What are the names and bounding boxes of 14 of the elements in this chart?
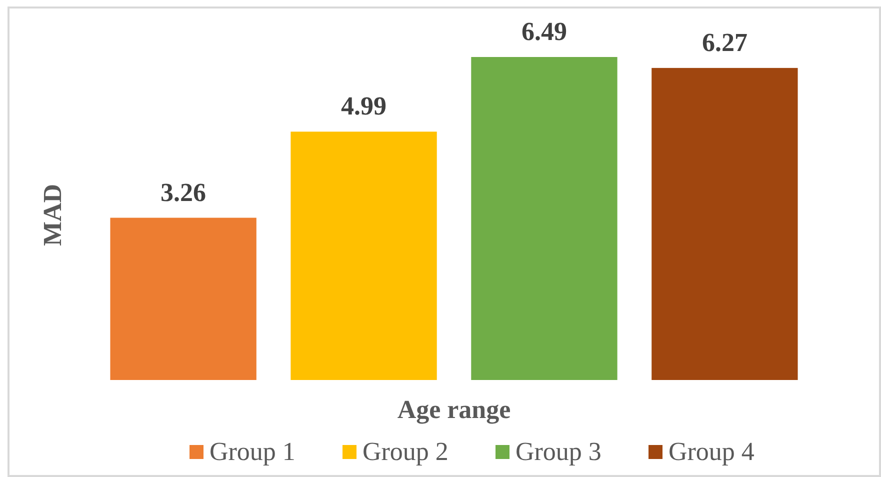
legend-label: Group 1: [210, 437, 296, 466]
bar: [652, 68, 798, 380]
legend-label: Group 4: [668, 437, 754, 466]
legend-label: Group 2: [362, 437, 448, 466]
bar: [290, 132, 437, 380]
y-axis-title: MAD: [38, 184, 67, 246]
bar: [110, 218, 256, 380]
data-label: 6.49: [521, 17, 567, 46]
data-label: 6.27: [702, 28, 748, 57]
legend-label: Group 3: [516, 437, 602, 466]
bar: [471, 57, 618, 380]
x-axis-title: Age range: [397, 395, 511, 424]
data-label: 3.26: [160, 178, 206, 207]
data-label: 4.99: [341, 92, 387, 121]
